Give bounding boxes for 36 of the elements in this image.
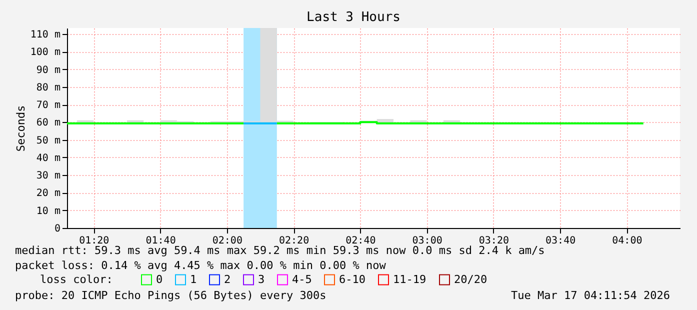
x-tick-label: 02:40	[346, 236, 376, 246]
y-tick-label: 100 m	[30, 47, 60, 58]
y-tick-label: 80 m	[36, 82, 60, 94]
y-tick-label: 0	[54, 224, 60, 234]
y-tick-label: 40 m	[36, 152, 60, 164]
legend-label: 11-19	[393, 272, 426, 286]
legend-label: 6-10	[339, 272, 366, 286]
x-tick-label: 04:00	[612, 236, 642, 246]
text: probe: 20 ICMP Echo Pings (56 Bytes) every 300s	[15, 289, 326, 302]
x-tick-label: 01:20	[79, 236, 110, 246]
y-tick-label: 50 m	[36, 135, 60, 146]
x-tick-label: 02:00	[212, 236, 242, 246]
chart-title: Last 3 Hours	[306, 10, 400, 25]
legend-title: loss color:	[40, 273, 113, 286]
x-tick-label: 03:20	[478, 236, 509, 246]
legend-label: 20/20	[454, 272, 488, 286]
y-tick-label: 10 m	[36, 206, 60, 217]
y-tick-label: 110 m	[30, 29, 60, 40]
legend-label: 3	[258, 272, 265, 286]
text: packet loss: 0.14 % avg 4.45 % max 0.00 % min 0.00 % now	[15, 259, 386, 272]
legend-label: 1	[190, 272, 197, 286]
legend-label: 0	[156, 272, 163, 286]
legend-label: 2	[224, 272, 231, 286]
x-tick-label: 01:40	[146, 236, 176, 246]
legend-label: 4-5	[292, 272, 312, 286]
x-tick-label: 02:20	[278, 236, 310, 246]
y-tick-label: 70 m	[36, 100, 60, 112]
x-tick-label: 03:00	[412, 236, 442, 246]
text: median rtt: 59.3 ms avg 59.4 ms max 59.2 ms min 59.3 ms now 0.0 ms sd 2.4 k am/s	[15, 244, 545, 257]
x-tick-label: 03:40	[546, 236, 576, 246]
y-tick-label: 60 m	[36, 118, 60, 129]
y-tick-label: 90 m	[36, 64, 60, 76]
y-tick-label: 30 m	[36, 170, 60, 182]
text: Tue Mar 17 04:11:54 2026	[511, 289, 670, 302]
y-tick-label: 20 m	[36, 188, 60, 200]
y-axis-title: Seconds	[14, 105, 28, 152]
